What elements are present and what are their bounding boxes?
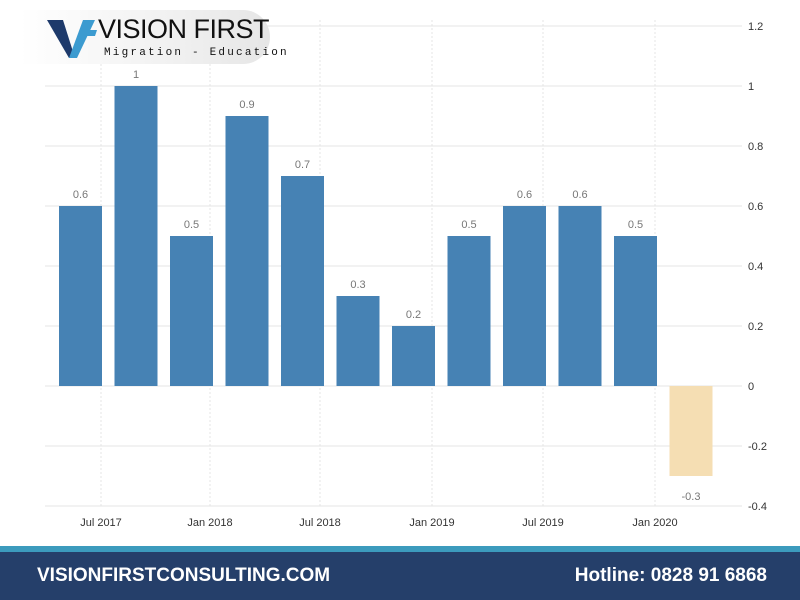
x-tick-label: Jan 2020: [632, 517, 677, 529]
bar-chart: 1.2 1 0.8 0.6 0.4 0.2 0 -0.2 -0.4 Jul 2017 Jan 201…: [45, 20, 767, 529]
bar: [59, 206, 102, 386]
y-tick-label: 0.2: [748, 321, 763, 333]
bar: [503, 206, 546, 386]
x-tick-label: Jan 2018: [187, 517, 232, 529]
bar: [669, 386, 713, 476]
x-tick-label: Jan 2019: [409, 517, 454, 529]
data-label: 0.6: [572, 189, 587, 201]
x-tick-label: Jul 2019: [522, 517, 564, 529]
bar: [614, 236, 657, 386]
footer: VISIONFIRSTCONSULTING.COM Hotline: 0828 …: [0, 552, 800, 600]
logo-tagline: Migration - Education: [104, 47, 289, 59]
y-tick-label: -0.4: [748, 501, 767, 513]
y-tick-label: -0.2: [748, 441, 767, 453]
data-label: 0.3: [350, 279, 365, 291]
y-tick-label: 0: [748, 381, 754, 393]
y-tick-label: 0.6: [748, 201, 763, 213]
data-label: 0.6: [517, 189, 532, 201]
bar: [447, 236, 491, 386]
data-label: 0.5: [628, 219, 643, 231]
bar: [336, 296, 380, 386]
data-label: 0.6: [73, 189, 88, 201]
bar: [114, 86, 158, 386]
logo-title: VISION FIRST: [98, 14, 270, 44]
bar: [392, 326, 435, 386]
website-link[interactable]: VISIONFIRSTCONSULTING.COM: [37, 565, 331, 586]
bar: [170, 236, 213, 386]
y-tick-label: 0.8: [748, 141, 763, 153]
y-tick-label: 1.2: [748, 21, 763, 33]
y-tick-label: 1: [748, 81, 754, 93]
data-label: 0.2: [406, 309, 421, 321]
x-tick-label: Jul 2017: [80, 517, 122, 529]
data-label: 1: [133, 69, 139, 81]
data-label: 0.5: [184, 219, 199, 231]
bar: [281, 176, 324, 386]
data-label: 0.7: [295, 159, 310, 171]
data-label: 0.9: [239, 99, 254, 111]
hotline: Hotline: 0828 91 6868: [574, 565, 767, 586]
y-tick-label: 0.4: [748, 261, 763, 273]
footer-accent-band: [0, 546, 800, 552]
data-label: 0.5: [461, 219, 476, 231]
data-label: -0.3: [682, 491, 701, 503]
vf-monogram-icon: [47, 20, 97, 58]
bar: [225, 116, 269, 386]
logo: VISION FIRST Migration - Education: [20, 10, 287, 64]
x-tick-label: Jul 2018: [299, 517, 341, 529]
bar: [558, 206, 602, 386]
